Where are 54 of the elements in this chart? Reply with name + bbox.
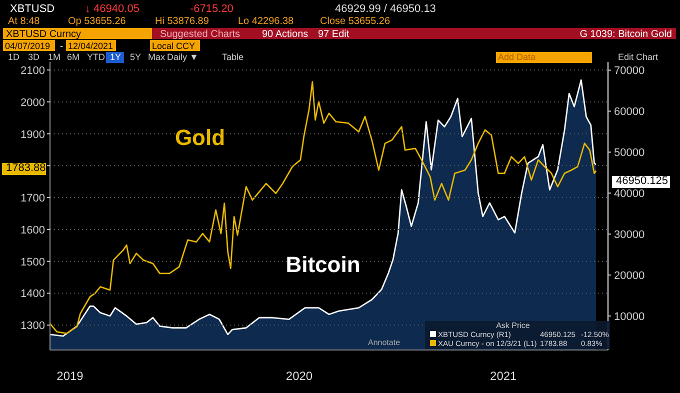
series-label: Bitcoin [286,252,360,277]
text: XBTUSD Curncy [6,29,82,40]
y2-tick-label: 10000 [614,310,645,323]
text: ↓ 46940.05 [85,3,140,15]
y-tick-label: 1600 [20,224,45,236]
annotation: Ask Price [496,321,530,330]
text: 04/07/2019 [5,41,50,51]
annotation: YTD [87,52,106,62]
series-label: Gold [174,125,226,150]
text: - [60,41,63,51]
text: 12/04/2021 [68,41,114,51]
y-tick-label: 2100 [20,64,45,77]
annotation: Max [148,52,166,62]
text: XBTUSD [10,3,55,15]
text: Suggested Charts [160,29,240,40]
y-tick-label: 1300 [20,320,45,332]
x-tick-label: 2019 [56,369,84,383]
text: Lo 42296.38 [238,16,294,27]
x-tick-label: 2021 [490,369,518,383]
annotation: Annotate [368,338,401,347]
text: Edit Chart [618,52,659,62]
text: 97 Edit [318,29,350,40]
text: Close 53655.26 [320,16,390,27]
y-tick-label: 1500 [20,256,45,268]
annotation: 6M [67,52,80,62]
text: At 8:48 [8,16,40,27]
text: G 1039: Bitcoin Gold [580,29,672,40]
y2-tick-label: 20000 [614,270,645,282]
y2-tick-label: 30000 [614,229,645,242]
text: -6715.20 [190,3,234,15]
text: 90 Actions [262,29,308,40]
y-tick-label: 1900 [20,128,45,141]
y2-tick-label: 60000 [614,106,645,118]
y-tick-label: 2000 [20,96,45,109]
x-tick-label: 2020 [286,369,313,383]
text: 3D [28,52,40,62]
y-tick-label: 1700 [20,192,45,205]
y2-tick-label: 50000 [614,147,645,160]
y2-tick-label: 40000 [614,188,645,200]
text: 1783.88 [6,162,46,174]
text: Op 53655.26 [68,16,126,27]
text: Hi 53876.89 [155,16,210,27]
annotation: 1Y [110,52,122,62]
text: Local CCY [152,41,196,51]
text: 1D [8,52,20,62]
annotation: Table [222,52,244,62]
annotation: 1M [48,52,61,62]
y-tick-label: 1400 [20,288,45,300]
annotation: 5Y [130,52,142,62]
text: 46929.99 / 46950.13 [335,3,436,15]
y2-tick-label: 70000 [614,65,645,78]
annotation: Daily ▼ [167,52,198,62]
text: 46950.125 [616,175,668,187]
annotation: Add Data [498,52,536,62]
